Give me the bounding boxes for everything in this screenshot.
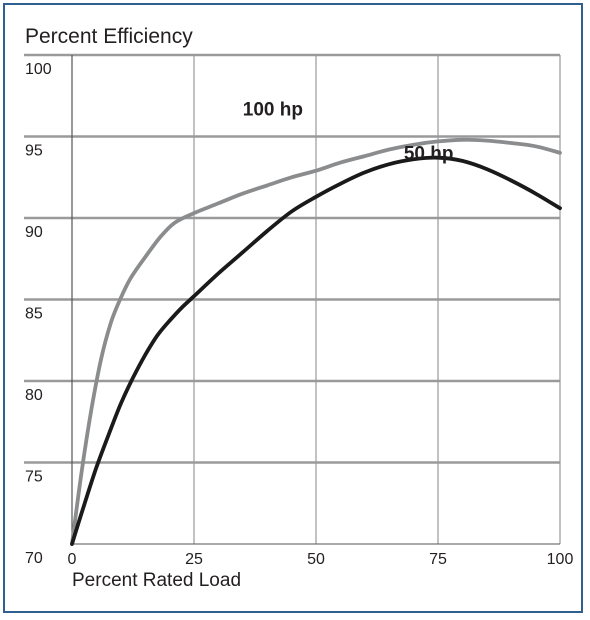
x-tick-label-0: 0 [68, 551, 77, 568]
series-label-100-hp: 100 hp [243, 99, 303, 120]
tick-labels: 70 75 80 85 90 95 100 0 25 50 75 100 [25, 61, 573, 568]
chart-title: Percent Efficiency [25, 25, 193, 48]
series-labels: 100 hp 50 hp [243, 99, 454, 164]
series-lines [70, 137, 562, 546]
y-tick-label-80: 80 [25, 387, 43, 404]
x-tick-label-100: 100 [547, 551, 574, 568]
x-axis-label: Percent Rated Load [72, 570, 241, 591]
axes [71, 55, 560, 545]
x-tick-label-75: 75 [429, 551, 447, 568]
x-tick-label-50: 50 [307, 551, 325, 568]
gridlines [24, 53, 561, 544]
y-tick-label-70: 70 [25, 550, 43, 567]
y-tick-label-90: 90 [25, 224, 43, 241]
y-tick-label-100: 100 [25, 61, 52, 78]
series-line-50-hp [70, 155, 562, 546]
y-tick-label-95: 95 [25, 143, 43, 160]
y-tick-label-75: 75 [25, 469, 43, 486]
y-tick-label-85: 85 [25, 306, 43, 323]
series-line-100-hp [70, 137, 562, 546]
x-tick-label-25: 25 [185, 551, 203, 568]
chart-frame [3, 3, 583, 613]
series-label-50-hp: 50 hp [404, 143, 454, 164]
